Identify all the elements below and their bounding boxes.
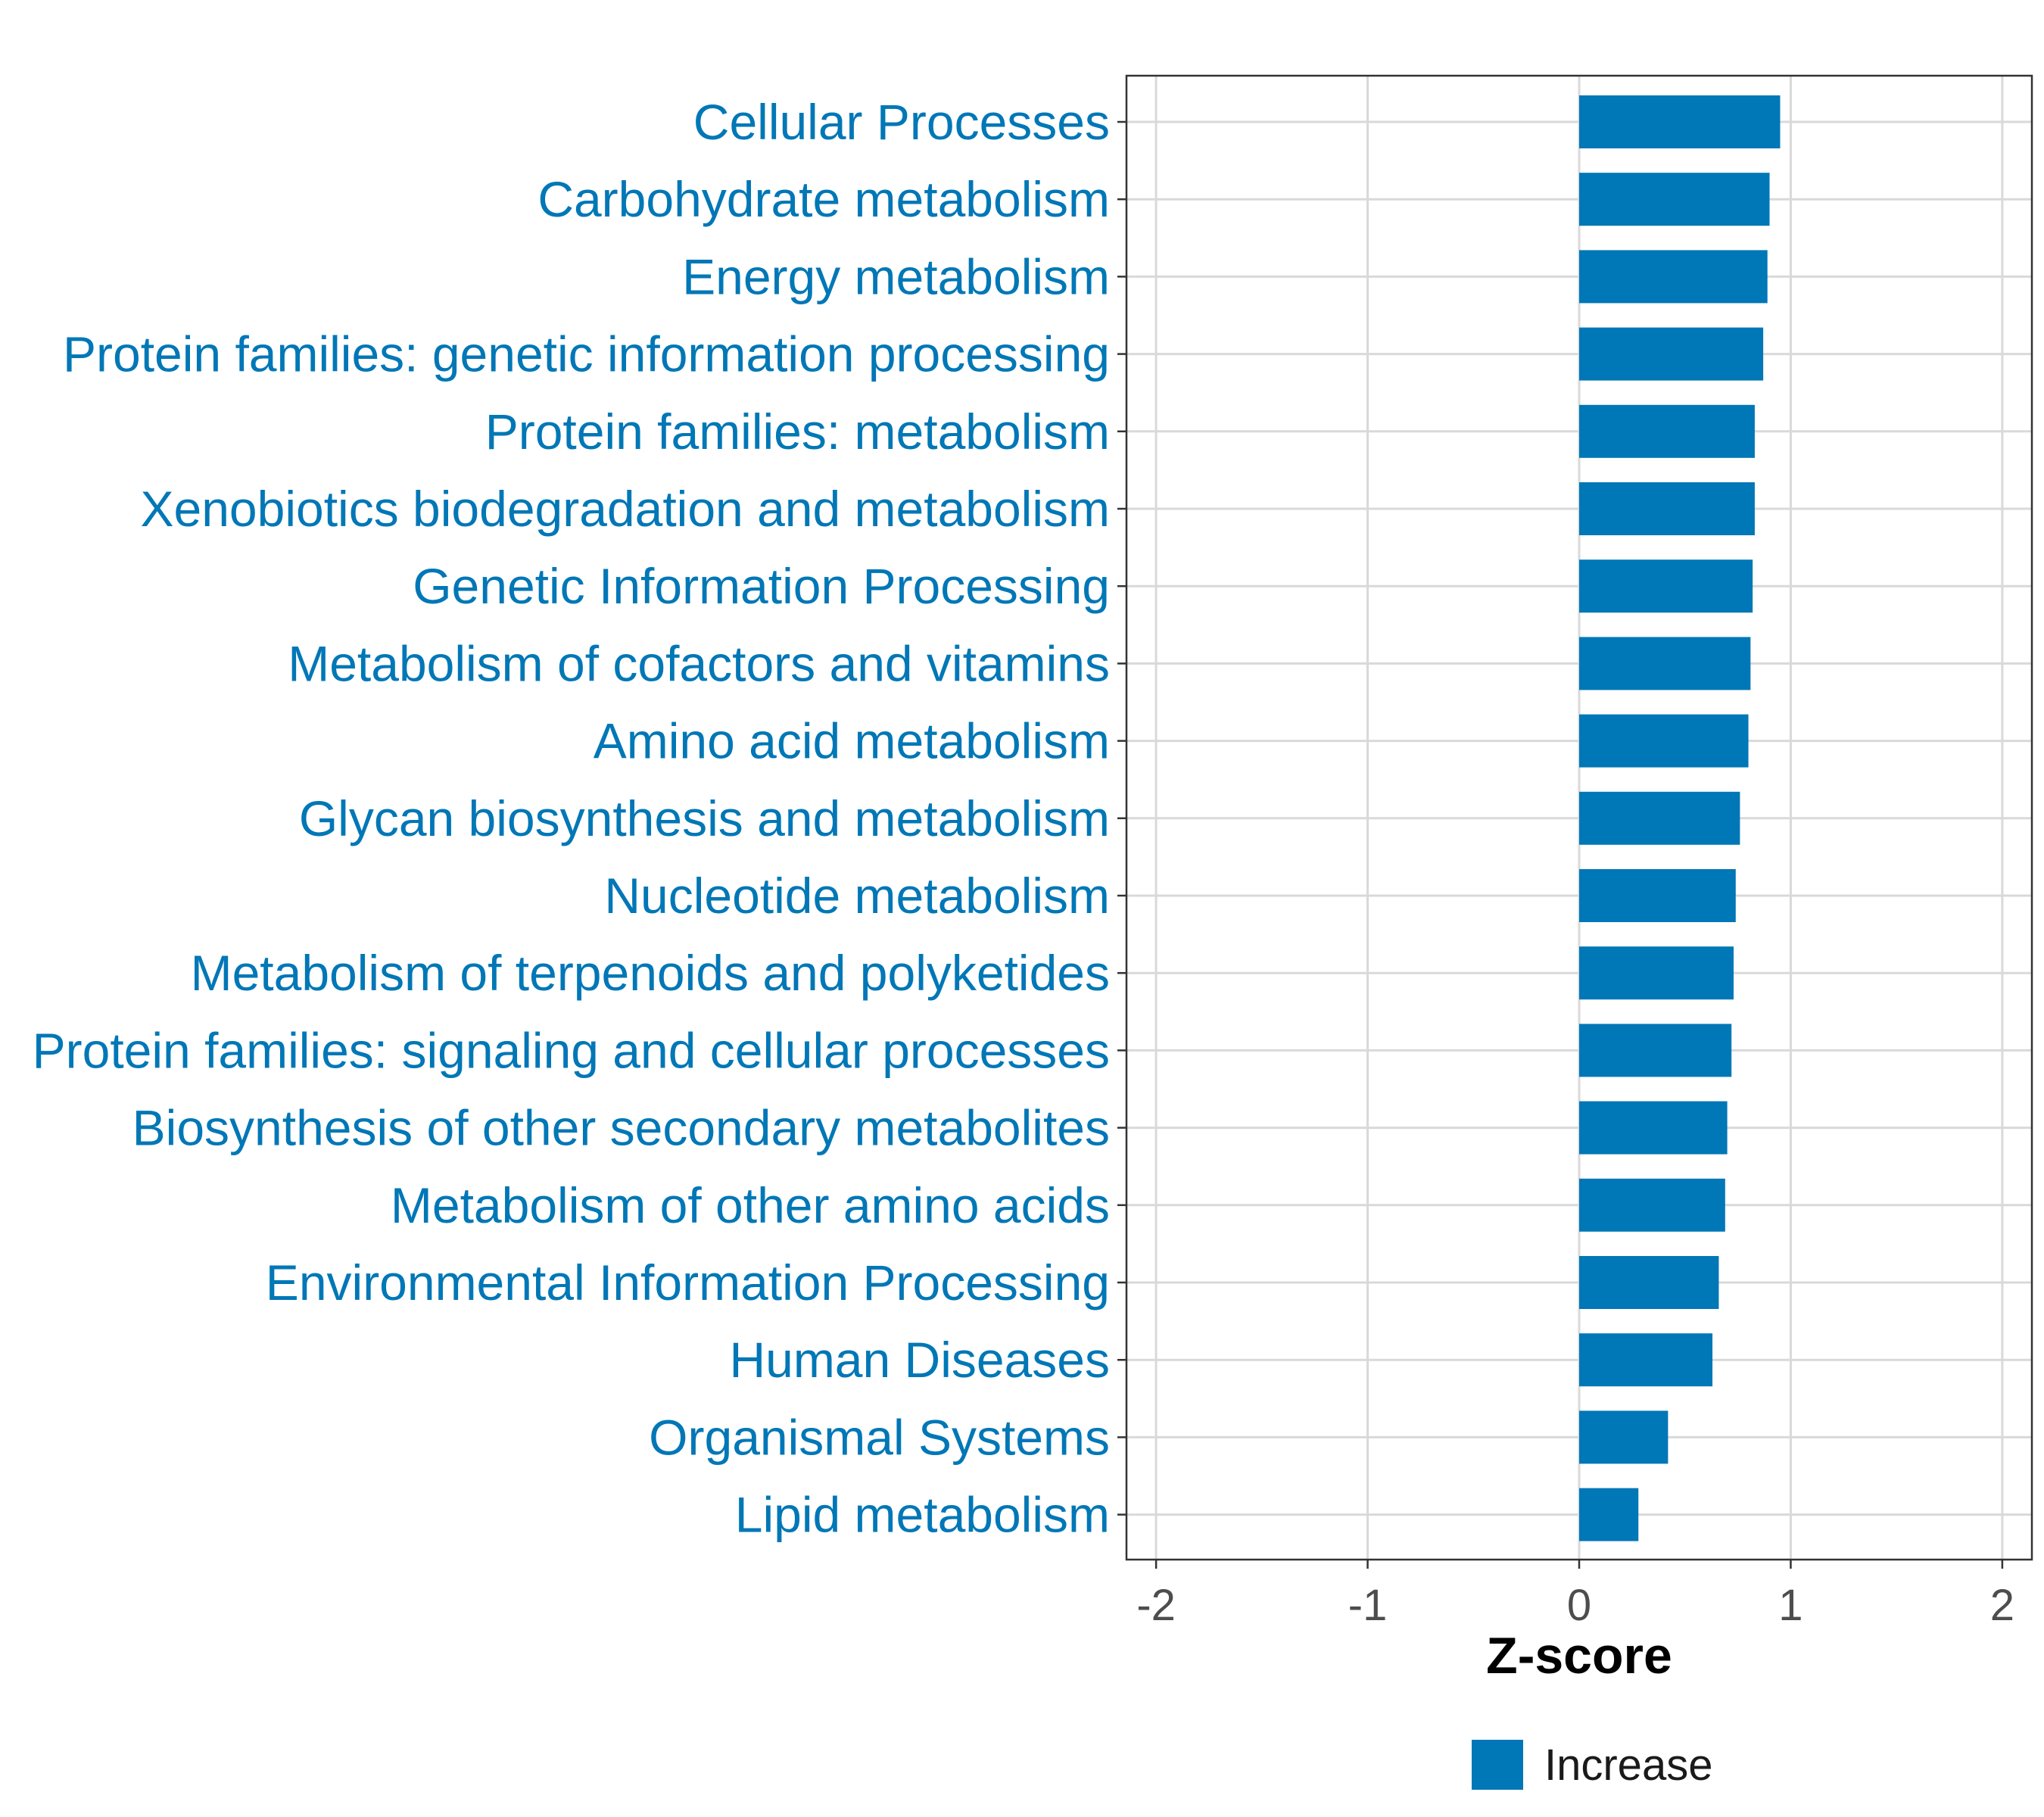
category-label: Glycan biosynthesis and metabolism <box>299 790 1110 846</box>
bar <box>1579 1179 1725 1232</box>
bar <box>1579 637 1750 690</box>
x-tick-label: 1 <box>1778 1581 1803 1630</box>
x-tick-label: -2 <box>1136 1581 1176 1630</box>
category-label: Nucleotide metabolism <box>604 868 1110 924</box>
category-label: Genetic Information Processing <box>413 558 1110 614</box>
bar <box>1579 328 1763 381</box>
bar <box>1579 250 1768 303</box>
legend-label-increase: Increase <box>1544 1741 1712 1790</box>
category-label: Human Diseases <box>729 1332 1110 1388</box>
category-label: Energy metabolism <box>682 248 1110 304</box>
category-label: Organismal Systems <box>649 1409 1110 1465</box>
x-tick-label: -1 <box>1348 1581 1388 1630</box>
bar <box>1579 1102 1728 1155</box>
category-label: Metabolism of cofactors and vitamins <box>288 635 1110 691</box>
bar <box>1579 1333 1712 1386</box>
bar <box>1579 482 1755 535</box>
bar <box>1579 715 1749 768</box>
x-axis-title: Z-score <box>1486 1627 1672 1685</box>
bar <box>1579 869 1736 922</box>
bar <box>1579 1024 1731 1077</box>
category-label: Cellular Processes <box>693 94 1110 150</box>
category-label: Carbohydrate metabolism <box>537 171 1110 227</box>
bar <box>1579 946 1734 999</box>
bar <box>1579 792 1740 845</box>
category-label: Metabolism of other amino acids <box>391 1177 1110 1233</box>
bar <box>1579 95 1780 148</box>
x-tick-label: 2 <box>1990 1581 2014 1630</box>
category-label: Metabolism of terpenoids and polyketides <box>191 945 1110 1001</box>
bar <box>1579 1488 1638 1541</box>
category-label: Environmental Information Processing <box>266 1254 1110 1311</box>
category-label: Lipid metabolism <box>735 1487 1110 1543</box>
category-label: Protein families: signaling and cellular… <box>33 1022 1110 1078</box>
bar <box>1579 559 1753 612</box>
category-label: Protein families: genetic information pr… <box>63 326 1110 382</box>
category-label: Biosynthesis of other secondary metaboli… <box>132 1100 1110 1156</box>
bar <box>1579 1410 1668 1463</box>
legend-key-increase <box>1472 1740 1523 1790</box>
category-label: Amino acid metabolism <box>594 713 1110 769</box>
category-label: Xenobiotics biodegradation and metabolis… <box>141 481 1111 537</box>
bar <box>1579 173 1769 226</box>
category-label: Protein families: metabolism <box>485 404 1110 460</box>
bar <box>1579 1256 1718 1309</box>
bar-chart: Cellular Processes Carbohydrate metabolis… <box>0 0 2044 1817</box>
bar <box>1579 405 1755 458</box>
x-tick-label: 0 <box>1567 1581 1591 1630</box>
legend: Increase <box>1472 1740 1712 1790</box>
